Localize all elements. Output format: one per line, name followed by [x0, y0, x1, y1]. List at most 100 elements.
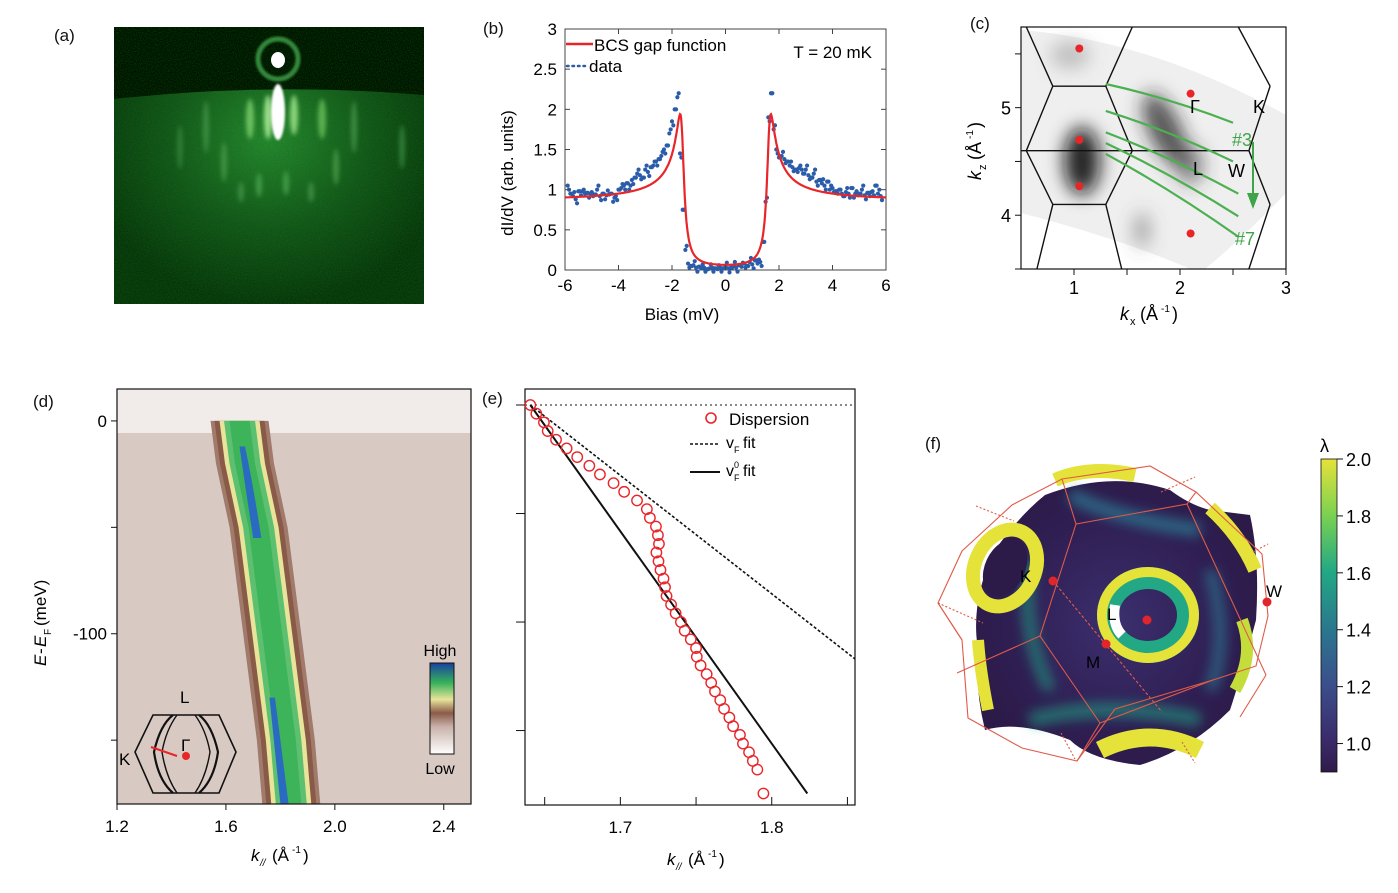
data-point — [845, 185, 850, 191]
f-label-k: K — [1020, 567, 1032, 586]
data-point — [667, 131, 672, 136]
data-point — [676, 91, 681, 96]
svg-text:(Å: (Å — [965, 142, 985, 160]
svg-text:-1: -1 — [292, 845, 301, 856]
c-xtick-label: 2 — [1175, 278, 1185, 298]
c-cut-line — [1105, 142, 1239, 218]
d-ytick-label: -100 — [73, 625, 107, 644]
f-point-k — [1048, 576, 1058, 586]
rheed-streak — [399, 125, 405, 169]
dispersion-point — [594, 468, 606, 481]
c-bz-boundary — [1025, 27, 1054, 87]
f-colorbar-tick-label: 1.4 — [1346, 621, 1371, 641]
data-point — [663, 151, 668, 156]
f-point-w — [1262, 597, 1272, 607]
d-band-peak-lower — [269, 697, 289, 804]
e-xtick-label: 1.7 — [609, 818, 633, 837]
e-xlabel: k // (Å -1 ) — [667, 849, 725, 873]
b-ytick-label: 2 — [548, 100, 557, 119]
b-annotation-temperature: T = 20 mK — [793, 43, 872, 62]
c-xtick-label: 3 — [1281, 278, 1290, 298]
dispersion-point — [657, 572, 670, 585]
data-point — [877, 187, 882, 192]
data-point — [631, 181, 636, 187]
f-label-w: W — [1266, 582, 1282, 601]
f-colorbar-tick-label: 1.0 — [1346, 735, 1371, 755]
c-bz-boundary — [1105, 204, 1123, 269]
data-point — [644, 163, 649, 168]
data-point — [795, 169, 800, 175]
svg-text:-: - — [31, 648, 50, 654]
data-point — [798, 163, 803, 168]
c-cut-label-7: #7 — [1235, 229, 1255, 249]
d-colorbar — [429, 662, 455, 755]
d-band-core — [229, 420, 302, 804]
data-point — [669, 119, 675, 124]
data-point — [850, 185, 855, 191]
data-point — [863, 197, 869, 202]
data-point — [770, 91, 775, 96]
dispersion-point — [653, 538, 665, 550]
e-xtick-label: 1.8 — [760, 818, 784, 837]
svg-text:k: k — [1120, 304, 1130, 324]
data-point — [675, 95, 680, 100]
c-xtick-label: 1 — [1069, 278, 1079, 298]
rheed-streak — [246, 99, 254, 139]
b-ytick-label: 1.5 — [533, 141, 557, 160]
data-point — [858, 191, 863, 196]
data-point — [804, 163, 810, 168]
data-point — [838, 187, 843, 192]
svg-text:fit: fit — [743, 463, 756, 480]
d-inset-cut-line — [150, 746, 178, 757]
c-cut-line — [1105, 152, 1239, 238]
data-point — [661, 147, 667, 152]
data-point — [719, 269, 724, 274]
d-inset-gamma-point — [182, 752, 190, 760]
data-point — [813, 167, 818, 172]
data-point — [643, 167, 648, 172]
rheed-streak — [290, 95, 298, 135]
dispersion-point — [757, 787, 770, 800]
data-point — [735, 269, 740, 274]
data-point — [711, 269, 716, 274]
d-xlabel: k // (Å -1 ) — [251, 845, 309, 869]
dispersion-point — [607, 477, 620, 490]
data-point — [637, 173, 642, 178]
panel-label-f: (f) — [925, 434, 942, 453]
data-point — [653, 159, 659, 164]
dispersion-point — [678, 624, 691, 637]
legend-data-label: data — [589, 57, 623, 76]
f-colorbar — [1320, 458, 1338, 773]
rheed-specular-spot — [271, 52, 285, 68]
data-point — [830, 185, 835, 191]
data-point — [803, 167, 808, 172]
svg-text:F: F — [43, 629, 54, 635]
c-bz-boundary — [1105, 150, 1133, 205]
d-band-peak-upper — [239, 446, 262, 538]
data-point — [651, 163, 656, 168]
data-point — [595, 187, 600, 192]
fermi-surface-necks — [965, 464, 1262, 759]
b-xtick-label: 2 — [774, 276, 783, 295]
d-inset-label-l: L — [180, 688, 189, 707]
b-ytick-label: 2.5 — [533, 60, 557, 79]
data-point — [611, 199, 616, 204]
panel-label-d: (d) — [33, 392, 54, 411]
rheed-streak — [203, 101, 209, 153]
c-bz-boundary — [1036, 204, 1054, 269]
rheed-ring — [255, 36, 301, 82]
data-point — [565, 183, 570, 188]
c-ytick-label: 5 — [1001, 99, 1011, 119]
data-point — [859, 187, 865, 192]
dispersion-point — [652, 555, 665, 568]
brillouin-zone-wireframe — [937, 465, 1269, 764]
legend-dispersion-label: Dispersion — [729, 410, 809, 429]
data-point — [810, 175, 815, 180]
data-point — [603, 197, 608, 202]
legend-v0f-label: v 0 F fit — [726, 460, 756, 483]
rheed-streak — [351, 101, 357, 153]
c-cut-line — [1105, 109, 1234, 163]
data-point — [683, 247, 688, 253]
data-point — [665, 143, 671, 148]
data-point — [641, 175, 647, 180]
